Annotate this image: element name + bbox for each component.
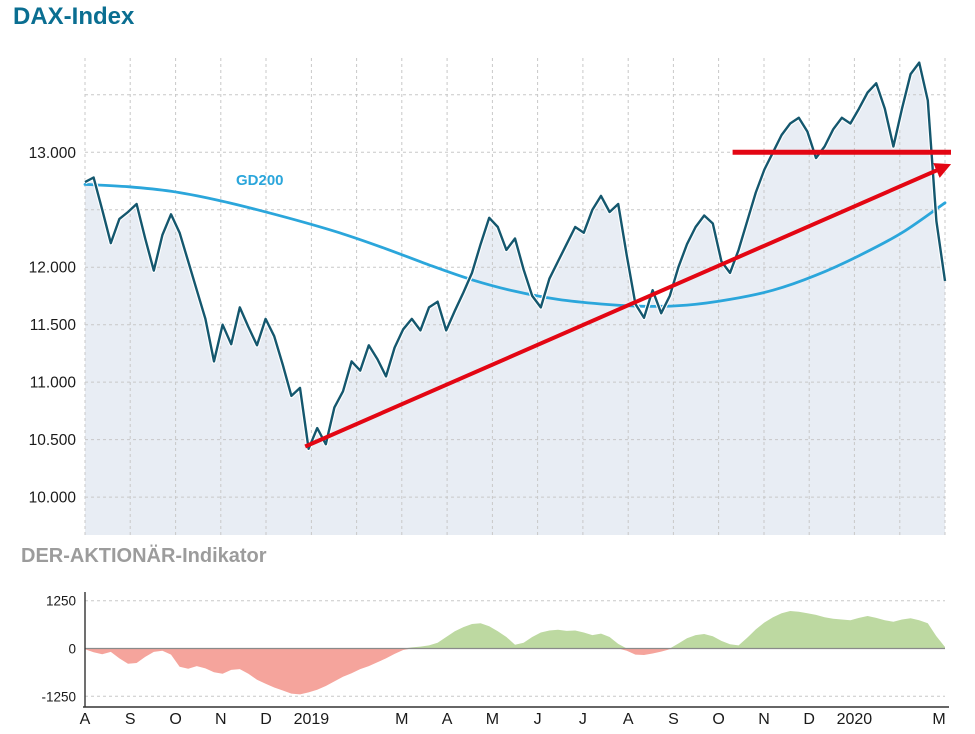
svg-text:S: S — [668, 711, 679, 728]
svg-text:1250: 1250 — [46, 594, 76, 609]
indicator-areas — [85, 611, 945, 695]
gd200-line — [83, 183, 947, 308]
indicator-title: DER-AKTIONÄR-Indikator — [21, 545, 267, 567]
svg-text:2019: 2019 — [294, 711, 330, 728]
svg-text:D: D — [260, 711, 272, 728]
svg-text:O: O — [169, 711, 181, 728]
price-line — [83, 60, 948, 452]
svg-text:M: M — [932, 711, 945, 728]
svg-text:10.500: 10.500 — [29, 432, 77, 449]
gd200-line-label: GD200 — [236, 172, 284, 189]
svg-text:-1250: -1250 — [41, 689, 76, 704]
svg-text:11.000: 11.000 — [30, 375, 77, 392]
svg-text:S: S — [125, 711, 136, 728]
price-area-fill — [85, 62, 945, 535]
svg-text:0: 0 — [68, 642, 76, 657]
svg-text:D: D — [803, 711, 815, 728]
trend-line — [304, 163, 952, 449]
svg-text:N: N — [215, 711, 227, 728]
svg-text:O: O — [712, 711, 724, 728]
svg-text:2020: 2020 — [837, 711, 873, 728]
main-y-axis-labels: 13.000 12.000 11.500 11.000 10.500 10.000 — [29, 145, 77, 507]
svg-text:N: N — [758, 711, 770, 728]
indicator-y-axis-labels: 1250 0 -1250 — [41, 594, 76, 705]
svg-text:J: J — [534, 711, 542, 728]
svg-text:13.000: 13.000 — [29, 145, 77, 162]
main-grid — [84, 58, 946, 535]
svg-text:12.000: 12.000 — [29, 260, 77, 277]
x-axis-labels: A S O N D 2019 M A M J J A S O N D 2020 M — [80, 711, 946, 728]
svg-text:A: A — [442, 711, 453, 728]
svg-text:11.500: 11.500 — [30, 317, 77, 334]
svg-text:A: A — [80, 711, 91, 728]
svg-text:A: A — [623, 711, 634, 728]
svg-text:J: J — [579, 711, 587, 728]
page-title: DAX-Index — [13, 3, 135, 30]
indicator-axes — [83, 592, 949, 708]
svg-text:10.000: 10.000 — [29, 490, 77, 507]
svg-text:M: M — [486, 711, 499, 728]
svg-text:M: M — [395, 711, 408, 728]
